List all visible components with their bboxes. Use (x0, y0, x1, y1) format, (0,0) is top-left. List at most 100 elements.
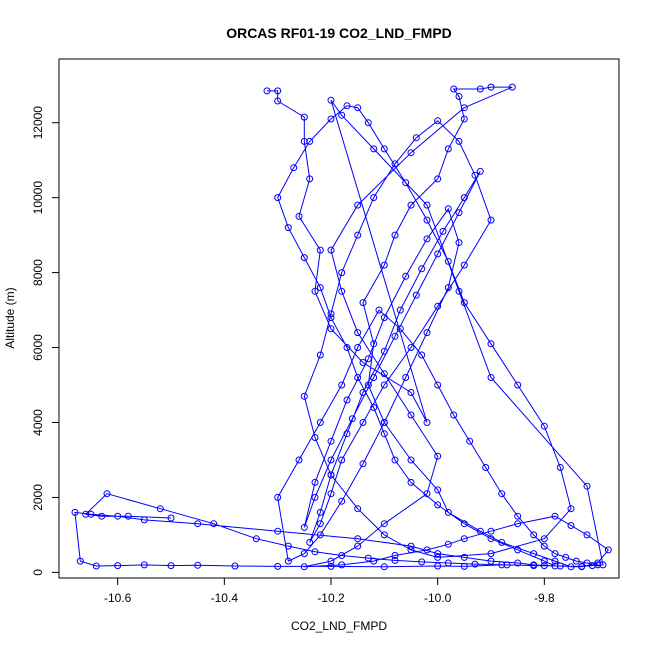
data-point (540, 535, 548, 543)
data-point (530, 531, 538, 539)
y-axis-label: Altitude (m) (3, 287, 17, 348)
data-point (284, 557, 292, 565)
data-point (359, 359, 367, 366)
data-point (572, 557, 580, 565)
x-axis-label: CO2_LND_FMPD (291, 619, 387, 633)
data-point (354, 374, 362, 381)
data-point (300, 254, 308, 262)
data-point (498, 490, 506, 498)
data-point (418, 351, 426, 359)
data-point (434, 550, 442, 558)
data-point (274, 97, 282, 105)
data-point (311, 478, 319, 486)
data-point (551, 512, 559, 520)
data-point (327, 115, 335, 123)
data-point (354, 104, 362, 112)
data-point (487, 557, 495, 565)
data-point (444, 145, 452, 153)
data-point (556, 464, 564, 471)
y-tick-label: 6000 (31, 334, 45, 361)
data-point (551, 550, 559, 558)
data-point (423, 216, 431, 224)
data-point (380, 347, 388, 355)
data-point (343, 430, 351, 438)
data-point (380, 370, 388, 378)
data-point (311, 287, 319, 295)
data-point (418, 265, 426, 273)
data-point (92, 562, 100, 570)
x-tick-label: -10.4 (211, 591, 239, 605)
data-point (594, 561, 602, 569)
data-point (487, 374, 495, 381)
data-point (498, 538, 506, 546)
data-point (460, 299, 468, 307)
data-point (114, 562, 122, 570)
data-point (348, 415, 356, 423)
data-point (274, 527, 282, 535)
data-point (476, 167, 484, 175)
data-point (380, 314, 388, 322)
data-point (338, 111, 346, 119)
data-point (567, 505, 575, 513)
data-point (444, 559, 452, 567)
data-point (391, 231, 399, 239)
data-point (338, 552, 346, 559)
data-point (354, 542, 362, 550)
data-point (450, 411, 458, 419)
y-axis: 0 2000 4000 6000 8000 10000 12000 (31, 106, 60, 576)
data-point (327, 325, 335, 333)
data-point (380, 430, 388, 438)
data-point (482, 464, 490, 471)
data-point (556, 562, 564, 570)
data-point (551, 557, 559, 565)
data-point (274, 493, 282, 501)
data-point (434, 117, 442, 125)
data-point (316, 419, 324, 426)
data-point (343, 102, 351, 110)
data-point (284, 224, 292, 232)
data-point (300, 550, 308, 558)
data-point (423, 490, 431, 498)
data-point (444, 257, 452, 265)
data-point (434, 175, 442, 183)
data-point (71, 508, 79, 516)
data-point (370, 145, 378, 153)
data-point (306, 538, 314, 546)
data-point (98, 512, 106, 520)
y-tick-label: 8000 (31, 259, 45, 286)
data-point (354, 231, 362, 239)
data-point (540, 422, 548, 430)
data-point (407, 201, 415, 209)
data-point (300, 392, 308, 400)
data-point (487, 535, 495, 543)
data-point (338, 561, 346, 569)
data-point (370, 194, 378, 202)
data-point (354, 201, 362, 209)
data-point (359, 419, 367, 426)
data-point (583, 531, 591, 539)
data-point (311, 548, 319, 556)
data-point (434, 381, 442, 389)
data-point (194, 561, 202, 569)
y-tick-label: 0 (31, 569, 45, 576)
data-point (487, 527, 495, 535)
data-point (370, 404, 378, 411)
data-point (434, 452, 442, 460)
data-point (508, 83, 516, 91)
data-point (604, 546, 612, 554)
data-point (274, 87, 282, 95)
data-point (530, 550, 538, 558)
data-point (380, 531, 388, 539)
data-point (380, 261, 388, 269)
data-point (562, 553, 570, 561)
data-point (460, 115, 468, 123)
data-point (338, 456, 346, 464)
data-point (444, 205, 452, 213)
data-point (263, 87, 271, 95)
data-point (455, 239, 463, 247)
x-axis: -10.6 -10.4 -10.2 -10.0 -9.8 (104, 577, 555, 605)
data-point (423, 201, 431, 209)
data-point (514, 559, 522, 567)
